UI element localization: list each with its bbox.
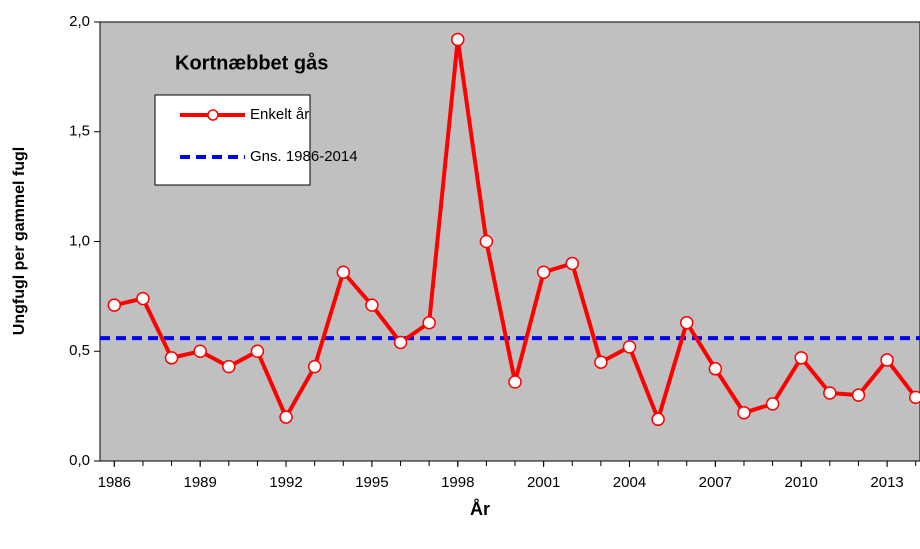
point (679, 315, 694, 330)
point (164, 351, 179, 365)
point (708, 362, 723, 376)
chart-title: Kortnæbbet gås (175, 51, 328, 74)
plot-area (99, 21, 920, 462)
point (823, 386, 837, 400)
legend (154, 94, 311, 186)
point (250, 344, 265, 358)
x-tick-label: 1998 (441, 474, 474, 491)
point (479, 234, 494, 249)
legend-label: Gns. 1986-2014 (250, 148, 358, 165)
point (336, 265, 351, 279)
x-tick-label: 2013 (870, 474, 903, 491)
x-tick-label: 2007 (699, 474, 732, 491)
point (536, 265, 551, 279)
y-axis-label: Ungfugl per gammel fugl (11, 147, 28, 335)
point (365, 298, 379, 312)
point (136, 291, 150, 306)
legend-label: Enkelt år (250, 106, 309, 123)
point (880, 353, 894, 367)
y-tick-label: 0,0 (69, 452, 90, 469)
point (193, 344, 207, 358)
point (594, 355, 608, 369)
point (908, 390, 920, 405)
y-tick-label: 1,5 (69, 123, 90, 140)
point (393, 335, 408, 350)
point (794, 351, 808, 365)
point (279, 410, 293, 424)
point (622, 340, 637, 354)
legend-marker (207, 109, 219, 121)
point (422, 315, 436, 330)
y-tick-label: 1,0 (69, 232, 90, 249)
point (737, 405, 751, 420)
x-axis-label: År (470, 499, 490, 519)
x-tick-label: 2004 (613, 474, 646, 491)
y-tick-label: 0,5 (69, 342, 90, 359)
point (307, 359, 322, 374)
x-tick-label: 1986 (98, 474, 131, 491)
x-tick-label: 1992 (269, 474, 302, 491)
point (451, 32, 465, 47)
x-tick-label: 1995 (355, 474, 388, 491)
point (107, 298, 122, 312)
point (651, 412, 665, 427)
x-tick-label: 2010 (785, 474, 818, 491)
point (851, 388, 866, 402)
x-tick-label: 2001 (527, 474, 560, 491)
point (222, 359, 236, 374)
point (508, 375, 522, 389)
point (765, 397, 780, 411)
y-tick-label: 2,0 (69, 13, 90, 30)
point (565, 256, 580, 271)
x-tick-label: 1989 (183, 474, 216, 491)
